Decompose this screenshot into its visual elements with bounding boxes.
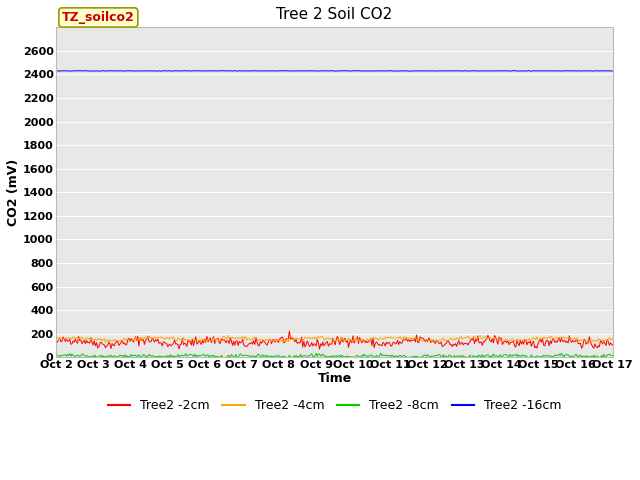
Tree2 -2cm [511,343,518,349]
Tree2 -8cm [52,352,60,358]
Tree2 -4cm [598,337,605,343]
Legend: Tree2 -2cm, Tree2 -4cm, Tree2 -8cm, Tree2 -16cm: Tree2 -2cm, Tree2 -4cm, Tree2 -8cm, Tree… [102,394,566,417]
Tree2 -2cm [316,346,323,352]
Tree2 -8cm [319,351,326,357]
Tree2 -2cm [319,339,326,345]
Tree2 -2cm [609,342,616,348]
Y-axis label: CO2 (mV): CO2 (mV) [7,159,20,226]
Tree2 -16cm [578,68,586,74]
Tree2 -4cm [224,333,232,338]
Tree2 -8cm [323,353,330,359]
Tree2 -2cm [356,335,364,340]
Tree2 -16cm [598,68,605,74]
Title: Tree 2 Soil CO2: Tree 2 Soil CO2 [276,7,393,22]
Tree2 -2cm [323,340,330,346]
Tree2 -2cm [598,339,605,345]
Tree2 -4cm [385,335,392,341]
Tree2 -4cm [321,336,329,342]
Tree2 -16cm [318,68,326,73]
Tree2 -2cm [52,338,60,344]
Tree2 -16cm [52,68,60,74]
Tree2 -2cm [386,340,394,346]
Line: Tree2 -4cm: Tree2 -4cm [56,336,612,343]
Tree2 -4cm [318,334,326,339]
Tree2 -16cm [355,68,362,73]
Tree2 -8cm [609,353,616,359]
Tree2 -16cm [385,68,392,73]
Line: Tree2 -2cm: Tree2 -2cm [56,331,612,349]
Tree2 -16cm [180,68,188,73]
Tree2 -4cm [584,340,592,346]
Tree2 -16cm [321,68,329,74]
Line: Tree2 -8cm: Tree2 -8cm [56,353,612,358]
Tree2 -4cm [52,336,60,341]
Tree2 -8cm [598,353,605,359]
Tree2 -4cm [355,338,362,344]
Tree2 -16cm [609,68,616,74]
Tree2 -8cm [386,353,394,359]
Tree2 -2cm [285,328,293,334]
Tree2 -8cm [312,350,320,356]
Tree2 -4cm [609,336,616,341]
Text: TZ_soilco2: TZ_soilco2 [62,11,134,24]
Tree2 -8cm [511,352,518,358]
Tree2 -4cm [509,338,517,344]
Tree2 -16cm [509,68,517,73]
Tree2 -8cm [356,355,364,360]
Tree2 -8cm [87,355,95,360]
X-axis label: Time: Time [317,372,352,384]
